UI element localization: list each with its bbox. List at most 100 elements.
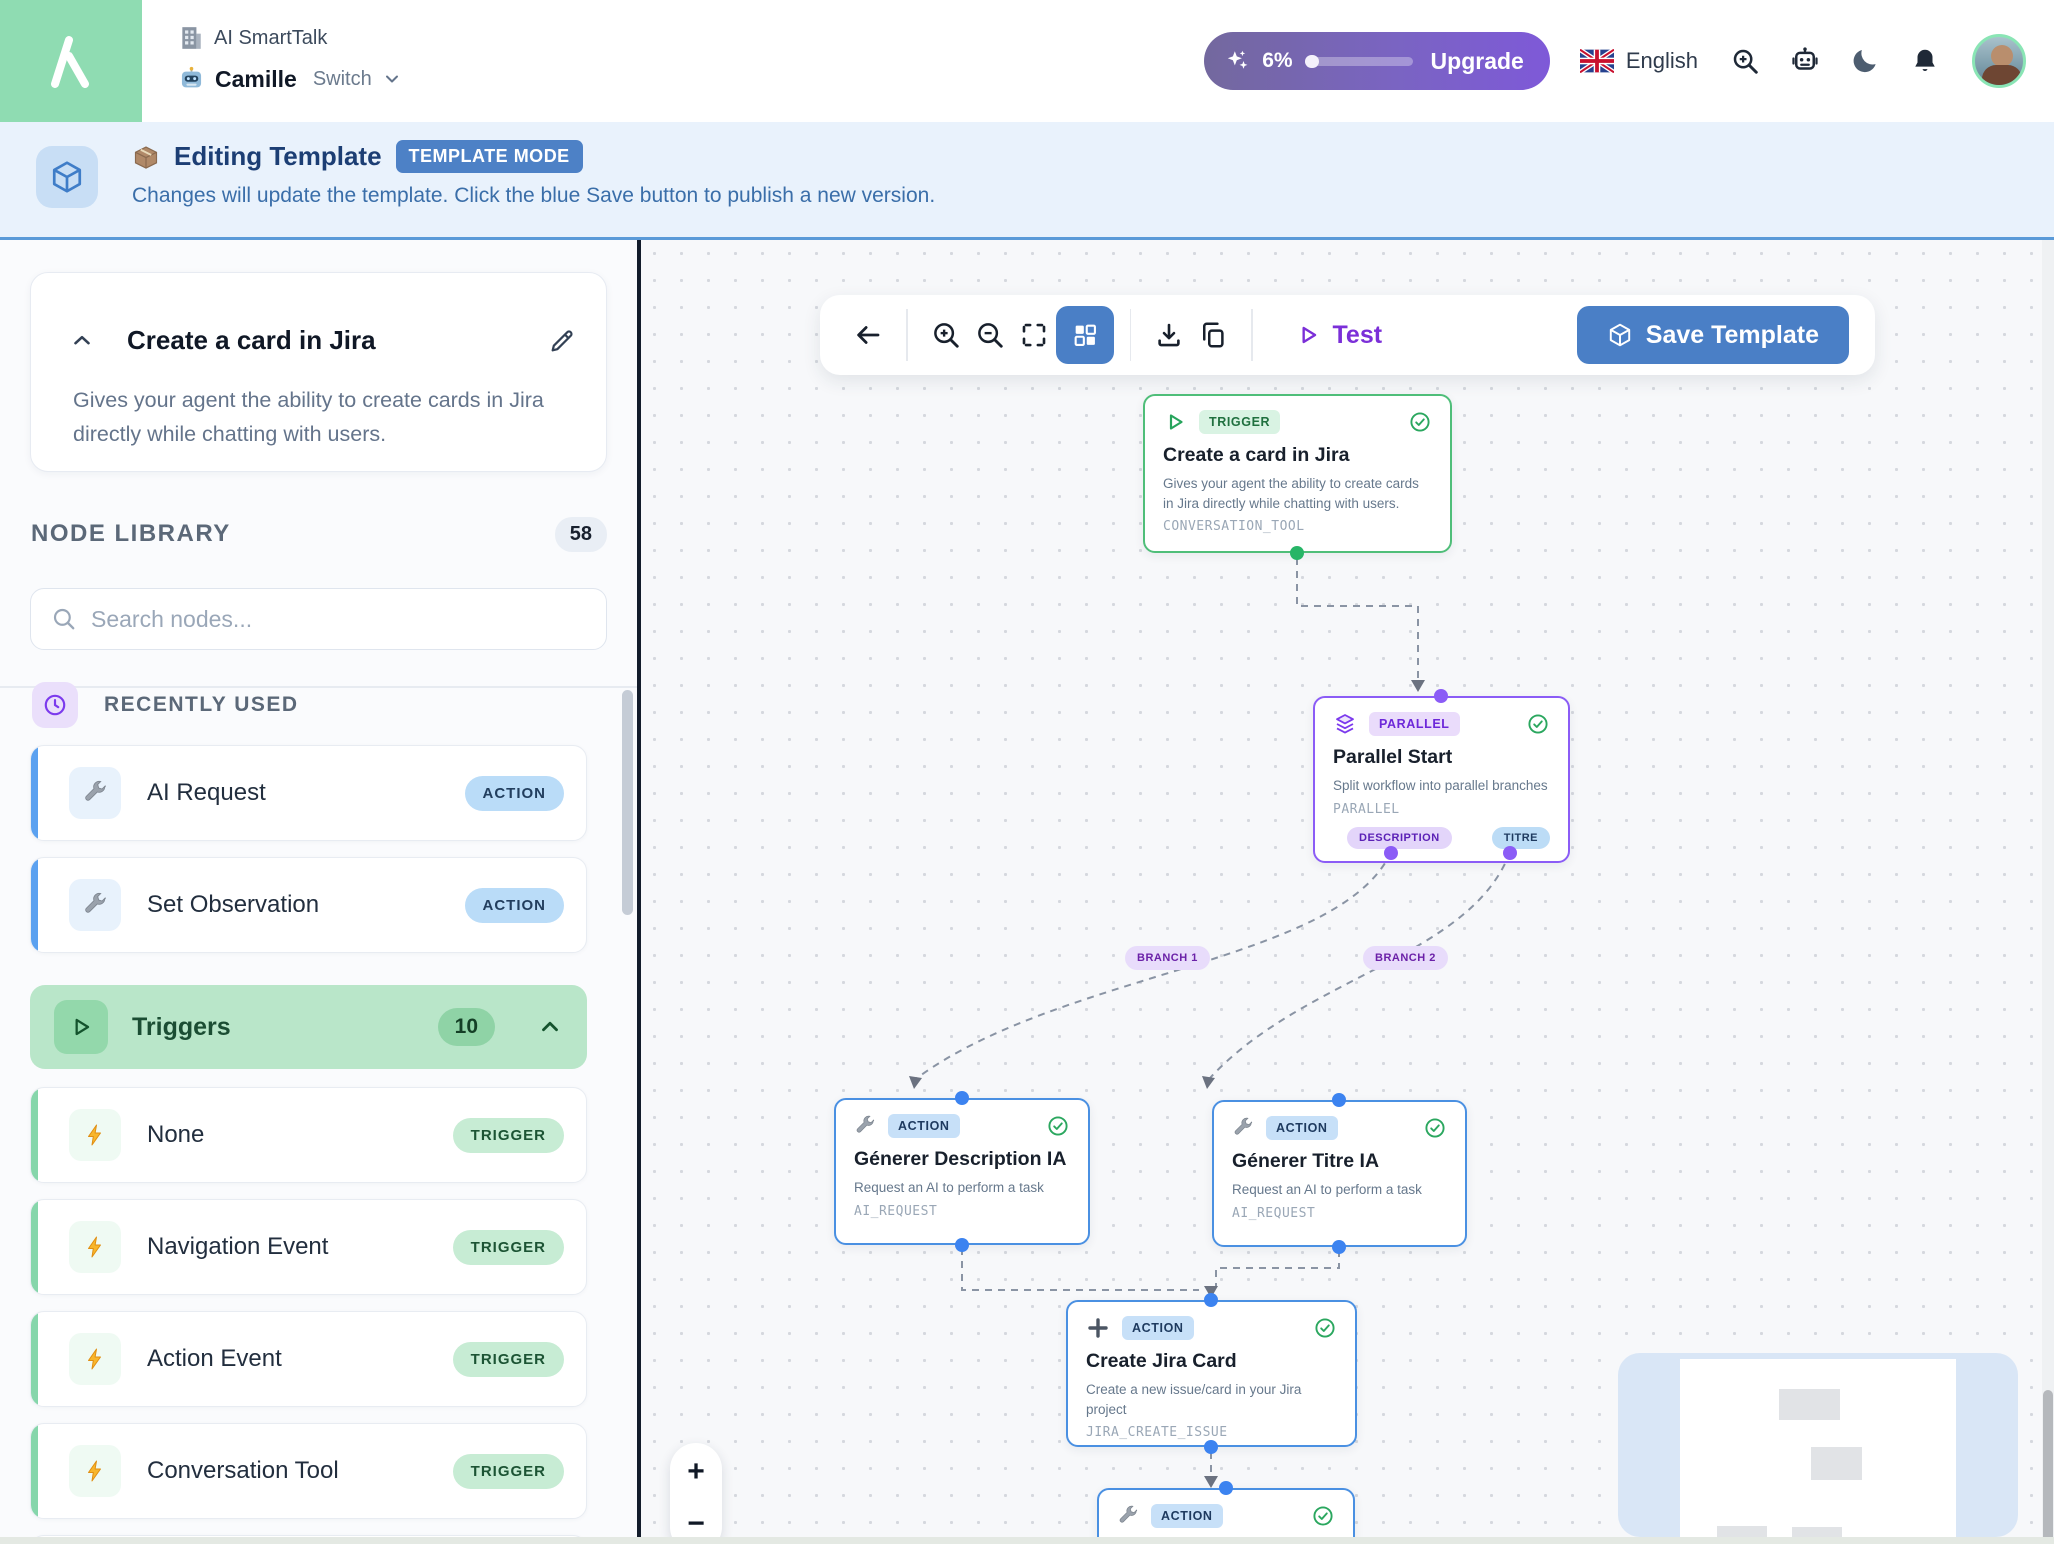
- grid-layout-button[interactable]: [1055, 306, 1114, 364]
- library-item-conversation-tool[interactable]: Conversation Tool TRIGGER: [30, 1423, 587, 1519]
- tool-info-card: Create a card in Jira Gives your agent t…: [30, 272, 607, 472]
- sidebar-scrollbar[interactable]: [622, 690, 633, 915]
- description-output-port[interactable]: [1384, 846, 1398, 860]
- node-description: Gives your agent the ability to create c…: [1163, 476, 1419, 511]
- titre-output-port[interactable]: [1503, 846, 1517, 860]
- package-box-icon: [134, 145, 158, 169]
- parallel-port-description[interactable]: DESCRIPTION: [1347, 827, 1452, 849]
- node-library-count: 58: [554, 516, 607, 552]
- output-port[interactable]: [955, 1238, 969, 1252]
- output-port[interactable]: [1332, 1240, 1346, 1254]
- app-logo[interactable]: [0, 0, 142, 122]
- library-item-label: Conversation Tool: [147, 1457, 339, 1484]
- input-port[interactable]: [1219, 1481, 1233, 1495]
- dark-mode-button[interactable]: [1848, 44, 1882, 78]
- library-item-none[interactable]: None TRIGGER: [30, 1087, 587, 1183]
- language-selector[interactable]: English: [1579, 48, 1698, 74]
- triggers-heading: Triggers: [132, 1012, 231, 1041]
- parallel-port-titre[interactable]: TITRE: [1491, 827, 1550, 849]
- template-banner-tile: [36, 146, 98, 208]
- node-search[interactable]: [30, 588, 607, 650]
- input-port[interactable]: [955, 1091, 969, 1105]
- cube-outline-icon: [52, 161, 82, 193]
- upgrade-label: Upgrade: [1430, 47, 1524, 74]
- recently-used-heading: RECENTLY USED: [104, 693, 299, 716]
- library-item-action-event[interactable]: Action Event TRIGGER: [30, 1311, 587, 1407]
- page-scrollbar-track[interactable]: [2042, 240, 2054, 1544]
- node-type-badge: ACTION: [888, 1114, 960, 1138]
- input-port[interactable]: [1434, 689, 1448, 703]
- duplicate-button[interactable]: [1191, 313, 1235, 357]
- minimap-node: [1792, 1527, 1842, 1537]
- fit-view-button[interactable]: [1012, 313, 1056, 357]
- test-button[interactable]: Test: [1295, 321, 1382, 350]
- wrench-icon: [69, 767, 121, 819]
- branch-1-label: BRANCH 1: [1125, 946, 1210, 970]
- zoom-out-icon: [977, 323, 1003, 348]
- minimap-viewport: [1680, 1359, 1956, 1537]
- flow-node-generate-description[interactable]: ACTION Génerer Description IA Request an…: [834, 1098, 1090, 1245]
- collapse-chevron-icon[interactable]: [69, 328, 95, 354]
- back-button[interactable]: [846, 313, 890, 357]
- zoom-search-button[interactable]: [1728, 44, 1762, 78]
- zoom-in-button[interactable]: [924, 313, 968, 357]
- minimap[interactable]: [1618, 1353, 2018, 1537]
- flow-node-parallel[interactable]: PARALLEL Parallel Start Split workflow i…: [1313, 696, 1570, 863]
- export-button[interactable]: [1147, 313, 1191, 357]
- agent-switch-link[interactable]: Switch: [312, 67, 372, 90]
- output-port[interactable]: [1290, 546, 1304, 560]
- horizontal-scrollbar[interactable]: [0, 1537, 2054, 1544]
- zoom-out-button[interactable]: [968, 313, 1012, 357]
- save-template-label: Save Template: [1645, 320, 1819, 349]
- copy-icon: [1203, 322, 1224, 348]
- user-avatar[interactable]: [1972, 34, 2026, 88]
- cube-outline-icon: [1609, 323, 1630, 347]
- moon-icon: [1853, 50, 1876, 73]
- flow-node-generate-titre[interactable]: ACTION Génerer Titre IA Request an AI to…: [1212, 1100, 1467, 1247]
- output-port[interactable]: [1204, 1440, 1218, 1454]
- input-port[interactable]: [1332, 1093, 1346, 1107]
- edit-tool-button[interactable]: [548, 327, 576, 355]
- triggers-count: 10: [437, 1008, 495, 1046]
- node-description: Create a new issue/card in your Jira pro…: [1086, 1382, 1302, 1417]
- language-label: English: [1625, 48, 1698, 73]
- search-icon: [53, 608, 75, 630]
- flow-node-trigger[interactable]: TRIGGER Create a card in Jira Gives your…: [1143, 394, 1452, 553]
- node-title: Génerer Description IA: [854, 1148, 1067, 1170]
- notifications-button[interactable]: [1908, 44, 1942, 78]
- search-input[interactable]: [91, 605, 586, 633]
- library-item-label: Navigation Event: [147, 1233, 329, 1260]
- library-item-set-observation[interactable]: Set Observation ACTION: [30, 857, 587, 953]
- usage-progress-bar: [1304, 54, 1413, 68]
- input-port[interactable]: [1204, 1293, 1218, 1307]
- node-code: CONVERSATION_TOOL: [1163, 519, 1305, 535]
- triggers-section-header[interactable]: Triggers 10: [30, 985, 587, 1069]
- chevron-down-icon[interactable]: [382, 69, 402, 89]
- check-circle-icon: [1423, 1116, 1447, 1140]
- library-item-ai-request[interactable]: AI Request ACTION: [30, 745, 587, 841]
- save-template-button[interactable]: Save Template: [1576, 306, 1849, 364]
- sidebar-resizer[interactable]: [637, 240, 641, 1537]
- node-code: PARALLEL: [1333, 801, 1400, 817]
- flow-node-partial[interactable]: ACTION: [1097, 1488, 1355, 1537]
- building-icon: [182, 27, 201, 49]
- node-code: AI_REQUEST: [1232, 1205, 1316, 1221]
- node-library-heading: NODE LIBRARY: [31, 520, 231, 547]
- plus-icon: [1088, 1318, 1108, 1338]
- upgrade-button[interactable]: 6% Upgrade: [1204, 32, 1550, 90]
- node-type-badge: ACTION: [1266, 1116, 1338, 1140]
- assistant-bot-button[interactable]: [1788, 44, 1822, 78]
- grid-icon: [1074, 324, 1096, 346]
- page-scrollbar-thumb[interactable]: [2043, 1390, 2053, 1544]
- canvas-zoom-out-button[interactable]: −: [687, 1507, 705, 1538]
- flow-node-create-jira-card[interactable]: ACTION Create Jira Card Create a new iss…: [1066, 1300, 1357, 1447]
- item-type-badge: ACTION: [464, 775, 564, 811]
- robot-icon: [1792, 47, 1818, 70]
- recently-used-tile: [32, 682, 78, 728]
- wrench-icon: [856, 1115, 875, 1133]
- branch-2-label: BRANCH 2: [1363, 946, 1448, 970]
- library-item-navigation-event[interactable]: Navigation Event TRIGGER: [30, 1199, 587, 1295]
- canvas-zoom-in-button[interactable]: +: [687, 1455, 705, 1488]
- flow-canvas[interactable]: Test Save Template TRIGGER Cr: [641, 240, 2054, 1537]
